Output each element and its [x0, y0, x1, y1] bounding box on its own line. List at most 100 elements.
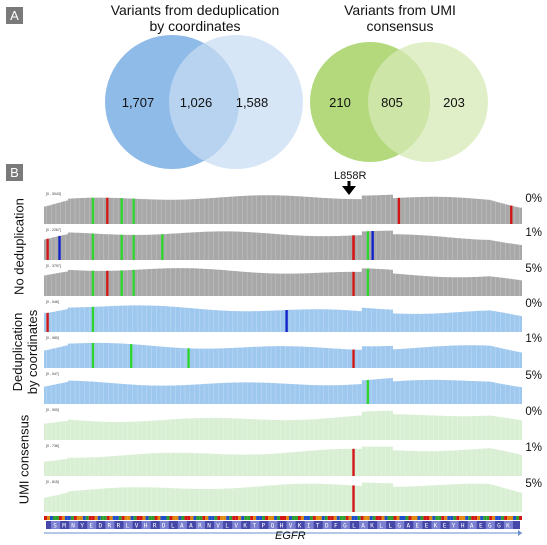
pct-dedup-5: 5%: [525, 370, 542, 382]
nucleotide-cell: [139, 516, 143, 520]
amino-acid-letter: A: [470, 523, 474, 530]
nucleotide-cell: [148, 516, 152, 520]
nucleotide-cell: [447, 516, 451, 520]
pct-umi-0: 0%: [525, 406, 542, 418]
nucleotide-cell: [501, 516, 505, 520]
nucleotide-cell: [303, 516, 307, 520]
coverage-area: [44, 446, 522, 476]
track-0-0: [0 - 3043]: [44, 192, 522, 224]
variant-stripe: [366, 268, 370, 296]
nucleotide-cell: [459, 516, 463, 520]
nucleotide-cell: [369, 516, 373, 520]
amino-acid-cell: [214, 521, 224, 529]
variant-stripe: [397, 197, 401, 224]
venn-title-umi-line1: Variants from UMI: [344, 2, 456, 18]
nucleotide-cell: [163, 516, 167, 520]
nucleotide-cell: [426, 516, 430, 520]
amino-acid-letter: N: [207, 523, 211, 530]
nucleotide-cell: [199, 516, 203, 520]
amino-acid-letter: E: [89, 523, 93, 530]
venn-title-dedup-line1: Variants from deduplication: [110, 2, 280, 18]
nucleotide-cell: [309, 516, 313, 520]
nucleotide-cell: [184, 516, 188, 520]
nucleotide-cell: [438, 516, 442, 520]
venn-title-dedup-line2: by coordinates: [149, 18, 241, 34]
track-0-2: [0 - 3797]: [44, 264, 522, 296]
nucleotide-cell: [226, 516, 230, 520]
nucleotide-cell: [112, 516, 116, 520]
nucleotide-cell: [121, 516, 125, 520]
nucleotide-cell: [285, 516, 289, 520]
variant-stripe: [130, 344, 133, 368]
nucleotide-cell: [259, 516, 263, 520]
amino-acid-letter: T: [252, 523, 256, 530]
nucleotide-cell: [327, 516, 331, 520]
track-1-1: [0 - 980]: [44, 336, 522, 368]
nucleotide-cell: [360, 516, 364, 520]
nucleotide-cell: [82, 516, 86, 520]
variant-stripe: [366, 379, 370, 404]
nucleotide-cell: [468, 516, 472, 520]
variant-stripe: [120, 234, 123, 260]
nucleotide-cell: [516, 516, 520, 520]
amino-acid-letter: L: [388, 523, 392, 530]
nucleotide-cell: [223, 516, 227, 520]
amino-acid-bar: [46, 521, 520, 529]
nucleotide-cell: [190, 516, 194, 520]
nucleotide-cell: [318, 516, 322, 520]
nucleotide-cell: [366, 516, 370, 520]
nucleotide-cell: [76, 516, 80, 520]
nucleotide-cell: [375, 516, 379, 520]
nucleotide-cell: [106, 516, 110, 520]
coverage-area: [44, 194, 522, 224]
nucleotide-cell: [300, 516, 304, 520]
gene-label: EGFR: [275, 530, 306, 542]
nucleotide-cell: [97, 516, 101, 520]
track-range-label: [0 - 2267]: [46, 228, 61, 232]
amino-acid-cell: [467, 521, 477, 529]
nucleotide-cell: [157, 516, 161, 520]
nucleotide-cell: [256, 516, 260, 520]
nucleotide-cell: [214, 516, 218, 520]
amino-acid-cell: [232, 521, 242, 529]
nucleotide-cell: [450, 516, 454, 520]
nucleotide-cell: [306, 516, 310, 520]
nucleotide-cell: [342, 516, 346, 520]
nucleotide-cell: [61, 516, 65, 520]
amino-acid-letter: K: [506, 523, 510, 530]
nucleotide-cell: [474, 516, 478, 520]
nucleotide-cell: [145, 516, 149, 520]
nucleotide-cell: [85, 516, 89, 520]
amino-acid-letter: V: [289, 523, 293, 530]
nucleotide-cell: [268, 516, 272, 520]
amino-acid-letter: G: [488, 523, 492, 530]
nucleotide-cell: [513, 516, 517, 520]
amino-acid-cell: [503, 521, 513, 529]
amino-acid-letter: R: [108, 523, 112, 530]
nucleotide-cell: [330, 516, 334, 520]
pct-dedup-0: 0%: [525, 298, 542, 310]
variant-stripe: [352, 349, 355, 368]
variant-stripe: [106, 197, 109, 224]
amino-acid-letter: A: [406, 523, 410, 530]
nucleotide-cell: [178, 516, 182, 520]
variant-stripe: [371, 231, 374, 260]
nucleotide-cell: [115, 516, 119, 520]
nucleotide-cell: [58, 516, 62, 520]
nucleotide-cell: [294, 516, 298, 520]
variant-stripe: [120, 270, 123, 296]
amino-acid-letter: H: [280, 523, 284, 530]
amino-acid-letter: E: [479, 523, 483, 530]
venn-1-left-count: 210: [329, 95, 351, 110]
venn-0-center-count: 1,026: [180, 95, 213, 110]
nucleotide-cell: [211, 516, 215, 520]
nucleotide-cell: [471, 516, 475, 520]
amino-acid-letter: E: [443, 523, 447, 530]
amino-acid-letter: K: [370, 523, 374, 530]
nucleotide-cell: [94, 516, 98, 520]
nucleotide-cell: [321, 516, 325, 520]
coverage-area: [44, 410, 522, 440]
nucleotide-cell: [315, 516, 319, 520]
nucleotide-cell: [510, 516, 514, 520]
mutation-arrow-head: [342, 186, 356, 195]
